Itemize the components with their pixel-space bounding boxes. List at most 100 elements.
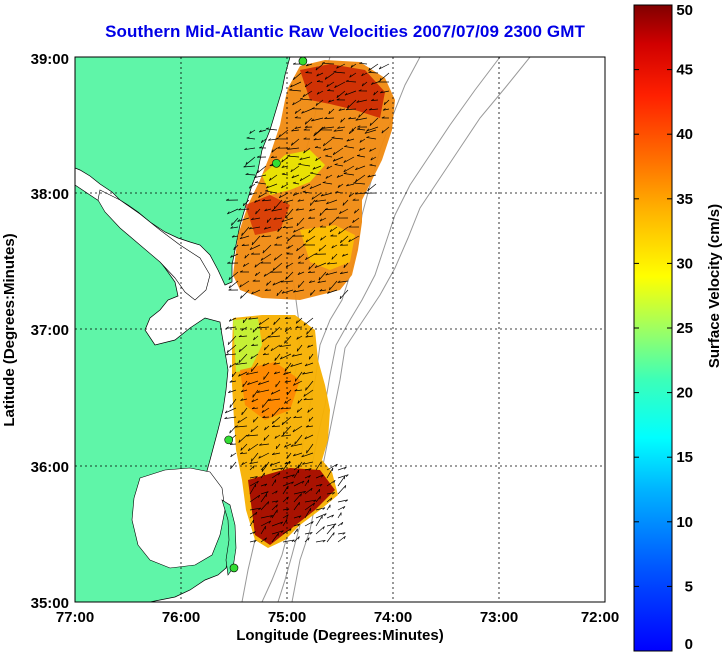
velocity-arrow-head [292, 181, 296, 184]
velocity-arrow-head [327, 89, 331, 91]
velocity-arrow [293, 380, 303, 386]
velocity-arrow-head [322, 507, 326, 510]
velocity-arrow-head [278, 472, 281, 476]
velocity-arrow-head [324, 513, 327, 517]
velocity-arrow-head [368, 70, 372, 73]
velocity-arrow [281, 416, 292, 426]
velocity-arrow-head [328, 111, 331, 115]
velocity-arrow-head [354, 210, 356, 214]
velocity-arrow [276, 289, 283, 297]
velocity-arrow [333, 156, 344, 162]
velocity-arrow [344, 146, 355, 149]
velocity-arrow [343, 165, 355, 173]
velocity-arrow [282, 519, 288, 527]
velocity-arrow [260, 493, 267, 503]
velocity-arrow [293, 469, 300, 479]
velocity-arrow-head [238, 334, 242, 338]
velocity-arrow-head [324, 76, 327, 80]
velocity-arrow-head [381, 116, 385, 119]
velocity-arrow [317, 280, 327, 284]
velocity-arrow-head [305, 335, 309, 338]
velocity-arrow [252, 389, 259, 398]
velocity-arrow [306, 63, 313, 67]
velocity-arrow-head [325, 175, 328, 179]
velocity-arrow-head [230, 454, 233, 458]
velocity-arrow-head [258, 455, 261, 459]
velocity-arrow-head [363, 191, 367, 194]
velocity-arrow [249, 129, 256, 134]
velocity-arrow-head [366, 136, 370, 138]
velocity-arrow [333, 71, 346, 74]
velocity-arrow [255, 208, 261, 215]
velocity-arrow-head [325, 154, 329, 157]
velocity-arrow-head [234, 425, 238, 428]
velocity-arrow [277, 226, 283, 233]
velocity-arrow-head [249, 130, 252, 134]
velocity-arrow [261, 335, 270, 343]
velocity-arrow [327, 262, 338, 265]
velocity-arrow [296, 217, 305, 227]
velocity-arrow-head [257, 326, 261, 329]
velocity-arrow-head [229, 364, 232, 368]
velocity-arrow [338, 226, 349, 235]
velocity-arrow-head [228, 276, 231, 280]
velocity-arrow-head [299, 97, 303, 100]
velocity-arrow-head [262, 363, 265, 367]
gridlines [75, 57, 605, 602]
velocity-arrow-head [353, 181, 357, 184]
velocity-arrow-head [320, 193, 324, 197]
velocity-arrow [329, 226, 338, 233]
velocity-arrow [270, 156, 278, 158]
velocity-arrow [304, 468, 312, 471]
velocity-arrow [250, 425, 259, 433]
velocity-arrow-head [270, 391, 274, 395]
velocity-arrow-head [310, 487, 313, 491]
velocity-arrow [361, 72, 368, 77]
velocity-arrow [325, 174, 333, 179]
velocity-arrow-head [250, 458, 253, 462]
velocity-arrow [260, 464, 267, 471]
velocity-arrow-head [324, 116, 328, 119]
velocity-arrow-head [238, 208, 242, 211]
velocity-arrow [245, 156, 256, 165]
velocity-arrow-head [271, 424, 275, 428]
y-tick-label: 37:00 [31, 322, 69, 339]
velocity-arrow [274, 353, 281, 361]
velocity-arrow-head [283, 372, 286, 375]
colorbar-tick-label: 35 [676, 191, 693, 208]
velocity-arrow-head [295, 325, 299, 328]
velocity-arrow [305, 253, 316, 261]
velocity-arrow-head [270, 515, 273, 518]
velocity-arrow-head [249, 461, 253, 464]
velocity-arrow-head [319, 218, 323, 222]
velocity-arrow [280, 407, 292, 410]
velocity-arrow-head [287, 238, 289, 242]
velocity-arrow-head [344, 145, 348, 147]
velocity-arrow-head [280, 280, 284, 283]
velocity-field-north-yellow2 [300, 225, 355, 270]
velocity-arrow [251, 452, 259, 462]
velocity-arrow-head [242, 383, 244, 387]
velocity-arrow [304, 475, 311, 479]
velocity-arrow-head [297, 199, 301, 202]
velocity-arrow-head [263, 226, 267, 230]
velocity-arrow [235, 425, 248, 428]
velocity-arrow [282, 514, 289, 519]
velocity-arrow [255, 271, 261, 277]
velocity-arrow-head [262, 352, 266, 356]
velocity-arrow-head [246, 136, 250, 139]
velocity-arrow-head [319, 128, 323, 131]
velocity-arrow [383, 99, 390, 106]
velocity-arrow-head [303, 322, 306, 326]
velocity-arrow-head [364, 131, 368, 134]
velocity-arrow-head [298, 465, 300, 469]
velocity-arrow-head [284, 340, 286, 344]
velocity-arrow [315, 513, 327, 519]
velocity-arrow [258, 192, 267, 198]
velocity-arrow [303, 147, 311, 154]
velocity-arrow [350, 63, 357, 68]
velocity-arrow [354, 208, 360, 214]
velocity-arrow [328, 99, 335, 103]
velocity-arrow-head [296, 348, 299, 352]
